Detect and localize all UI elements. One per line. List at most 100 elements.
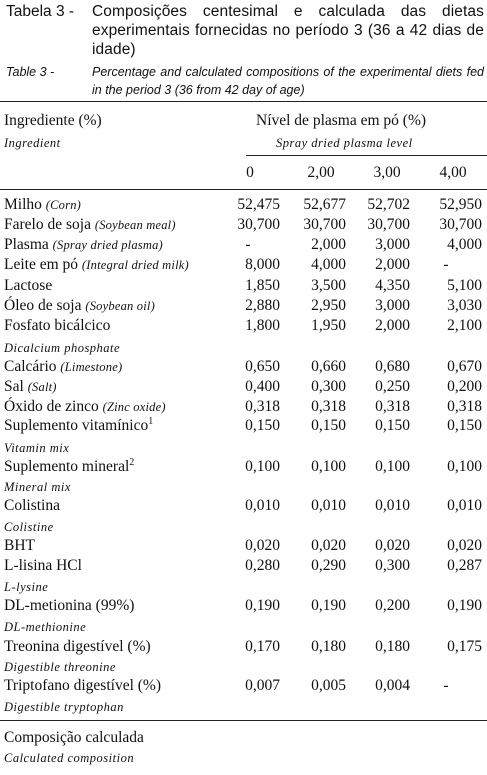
cell: 0,200 (447, 378, 482, 395)
cell: 0,300 (375, 557, 410, 574)
header-ingredient-en: Ingredient (4, 136, 61, 150)
cell: 0,020 (311, 537, 346, 554)
table-row: Colistina 0,010 0,010 0,010 0,010 (4, 496, 487, 516)
cell: 4,350 (375, 277, 410, 294)
ingredient-name: Leite em pó (4, 256, 79, 273)
cell: 0,200 (375, 597, 410, 614)
cell: 0,010 (311, 497, 346, 514)
cell: 0,005 (311, 677, 346, 694)
table-row: Óxido de zinco (Zinc oxide) 0,318 0,318 … (4, 397, 487, 417)
section-title-en: Calculated composition (4, 751, 135, 765)
cell: 0,020 (245, 537, 280, 554)
cell: - (245, 236, 251, 253)
ingredient-name: Sal (4, 378, 24, 395)
cell: 30,700 (439, 216, 482, 233)
header-levels-row: 0 2,00 3,00 4,00 (4, 163, 487, 183)
cell: 3,500 (311, 277, 346, 294)
cell: 0,100 (311, 458, 346, 475)
cell: 52,950 (439, 196, 482, 213)
table-row: Sal (Salt) 0,400 0,300 0,250 0,200 (4, 377, 487, 397)
cell: - (443, 256, 449, 273)
cell: 0,190 (447, 597, 482, 614)
cell: 52,475 (237, 196, 280, 213)
level-0: 0 (246, 164, 254, 181)
cell: 3,000 (375, 236, 410, 253)
cell: 0,280 (245, 557, 280, 574)
ingredient-name: Plasma (4, 236, 49, 253)
cell: 0,250 (375, 378, 410, 395)
cell: 5,100 (447, 277, 482, 294)
cell: 2,100 (447, 317, 482, 334)
table-row: Farelo de soja (Soybean meal) 30,700 30,… (4, 215, 487, 235)
table-row: Lactose 1,850 3,500 4,350 5,100 (4, 276, 487, 296)
ingredient-name-en: Dicalcium phosphate (4, 341, 121, 355)
cell: 0,318 (375, 398, 410, 415)
cell: 0,175 (447, 638, 482, 655)
ingredient-name-en: Digestible threonine (4, 660, 116, 674)
ingredient-name: L-lisina HCl (4, 557, 82, 574)
cell: 0,680 (375, 358, 410, 375)
caption-label-pt: Tabela 3 - (6, 3, 75, 20)
cell: 0,150 (375, 417, 410, 434)
cell: 2,000 (375, 256, 410, 273)
ingredient-name: Treonina digestível (%) (4, 638, 151, 655)
ingredient-name-en: (Integral dried milk) (81, 258, 189, 272)
table-row: Milho (Corn) 52,475 52,677 52,702 52,950 (4, 195, 487, 215)
cell: 0,100 (245, 458, 280, 475)
ingredient-name: Colistina (4, 497, 60, 514)
ingredient-name-en: Digestible tryptophan (4, 700, 124, 714)
ingredient-name: Fosfato bicálcico (4, 317, 111, 334)
section-rule (0, 720, 487, 721)
cell: 0,400 (245, 378, 280, 395)
cell: 0,318 (447, 398, 482, 415)
ingredient-name-en: (Salt) (27, 380, 57, 394)
header-plasma-level-en: Spray dried plasma level (276, 136, 413, 150)
cell: 0,150 (447, 417, 482, 434)
header-ingredient: Ingrediente (%) (4, 112, 102, 129)
table-row: Triptofano digestível (%) 0,007 0,005 0,… (4, 676, 487, 696)
ingredient-name: DL-metionina (99%) (4, 597, 135, 614)
cell: 0,180 (375, 638, 410, 655)
cell: 3,000 (375, 297, 410, 314)
caption-label-en: Table 3 - (6, 65, 55, 79)
table-caption-en: Table 3 - Percentage and calculated comp… (6, 63, 484, 99)
cell: 0,660 (311, 358, 346, 375)
table-row: BHT 0,020 0,020 0,020 0,020 (4, 536, 487, 556)
section-title: Composição calculada (4, 729, 144, 746)
ingredient-name-en: DL-methionine (4, 620, 87, 634)
ingredient-name: Óleo de soja (4, 297, 82, 314)
table-row: Suplemento vitamínico1 0,150 0,150 0,150… (4, 416, 487, 436)
cell: 2,000 (311, 236, 346, 253)
table-row: Leite em pó (Integral dried milk) 8,000 … (4, 255, 487, 275)
ingredient-name: Farelo de soja (4, 216, 91, 233)
table-row: Calcário (Limestone) 0,650 0,660 0,680 0… (4, 357, 487, 377)
cell: 1,800 (245, 317, 280, 334)
ingredient-name: Milho (4, 196, 42, 213)
cell: 4,000 (311, 256, 346, 273)
cell: 0,318 (311, 398, 346, 415)
cell: 0,190 (245, 597, 280, 614)
ingredient-name-en: (Soybean oil) (85, 299, 155, 313)
cell: 2,000 (375, 317, 410, 334)
cell: 0,190 (311, 597, 346, 614)
cell: 0,300 (311, 378, 346, 395)
table-row: L-lisina HCl 0,280 0,290 0,300 0,287 (4, 556, 487, 576)
header-row: Ingrediente (%) Nível de plasma em pó (%… (4, 111, 487, 131)
cell: 0,010 (245, 497, 280, 514)
table-row: DL-metionina (99%) 0,190 0,190 0,200 0,1… (4, 596, 487, 616)
cell: 0,650 (245, 358, 280, 375)
table-row: Fosfato bicálcico 1,800 1,950 2,000 2,10… (4, 316, 487, 336)
cell: 0,020 (375, 537, 410, 554)
cell: 0,150 (311, 417, 346, 434)
cell: 1,950 (311, 317, 346, 334)
header-bottom-rule (0, 189, 487, 190)
cell: 3,030 (447, 297, 482, 314)
level-4: 4,00 (439, 164, 467, 181)
cell: 0,670 (447, 358, 482, 375)
cell: 30,700 (367, 216, 410, 233)
cell: 0,318 (245, 398, 280, 415)
ingredient-name-en: (Corn) (45, 198, 82, 212)
ingredient-name-en: L-lysine (4, 580, 49, 594)
footnote-marker: 1 (148, 416, 154, 427)
level-3: 3,00 (373, 164, 401, 181)
